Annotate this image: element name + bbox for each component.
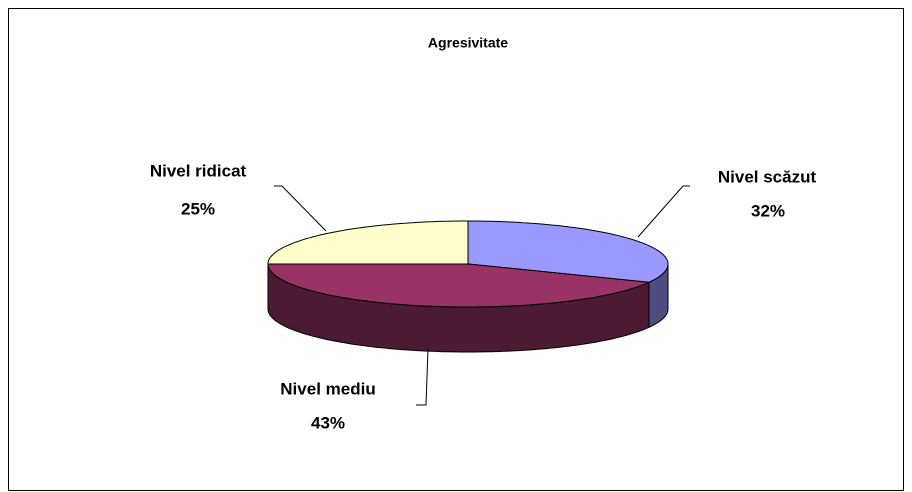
slice (267, 220, 469, 265)
slices (267, 220, 669, 353)
leader-line (416, 348, 429, 406)
slice (267, 263, 651, 308)
slice-label: Nivel scăzut (718, 167, 817, 186)
leader-line (274, 185, 327, 232)
leader-line (637, 185, 690, 238)
slice-value-label: 43% (311, 413, 345, 432)
slice-label: Nivel mediu (280, 379, 375, 398)
slice (467, 220, 669, 283)
slice-value-label: 32% (751, 201, 785, 220)
slice-label: Nivel ridicat (150, 161, 247, 180)
chart-title: Agresivitate (428, 35, 508, 51)
slice-value-label: 25% (181, 199, 215, 218)
